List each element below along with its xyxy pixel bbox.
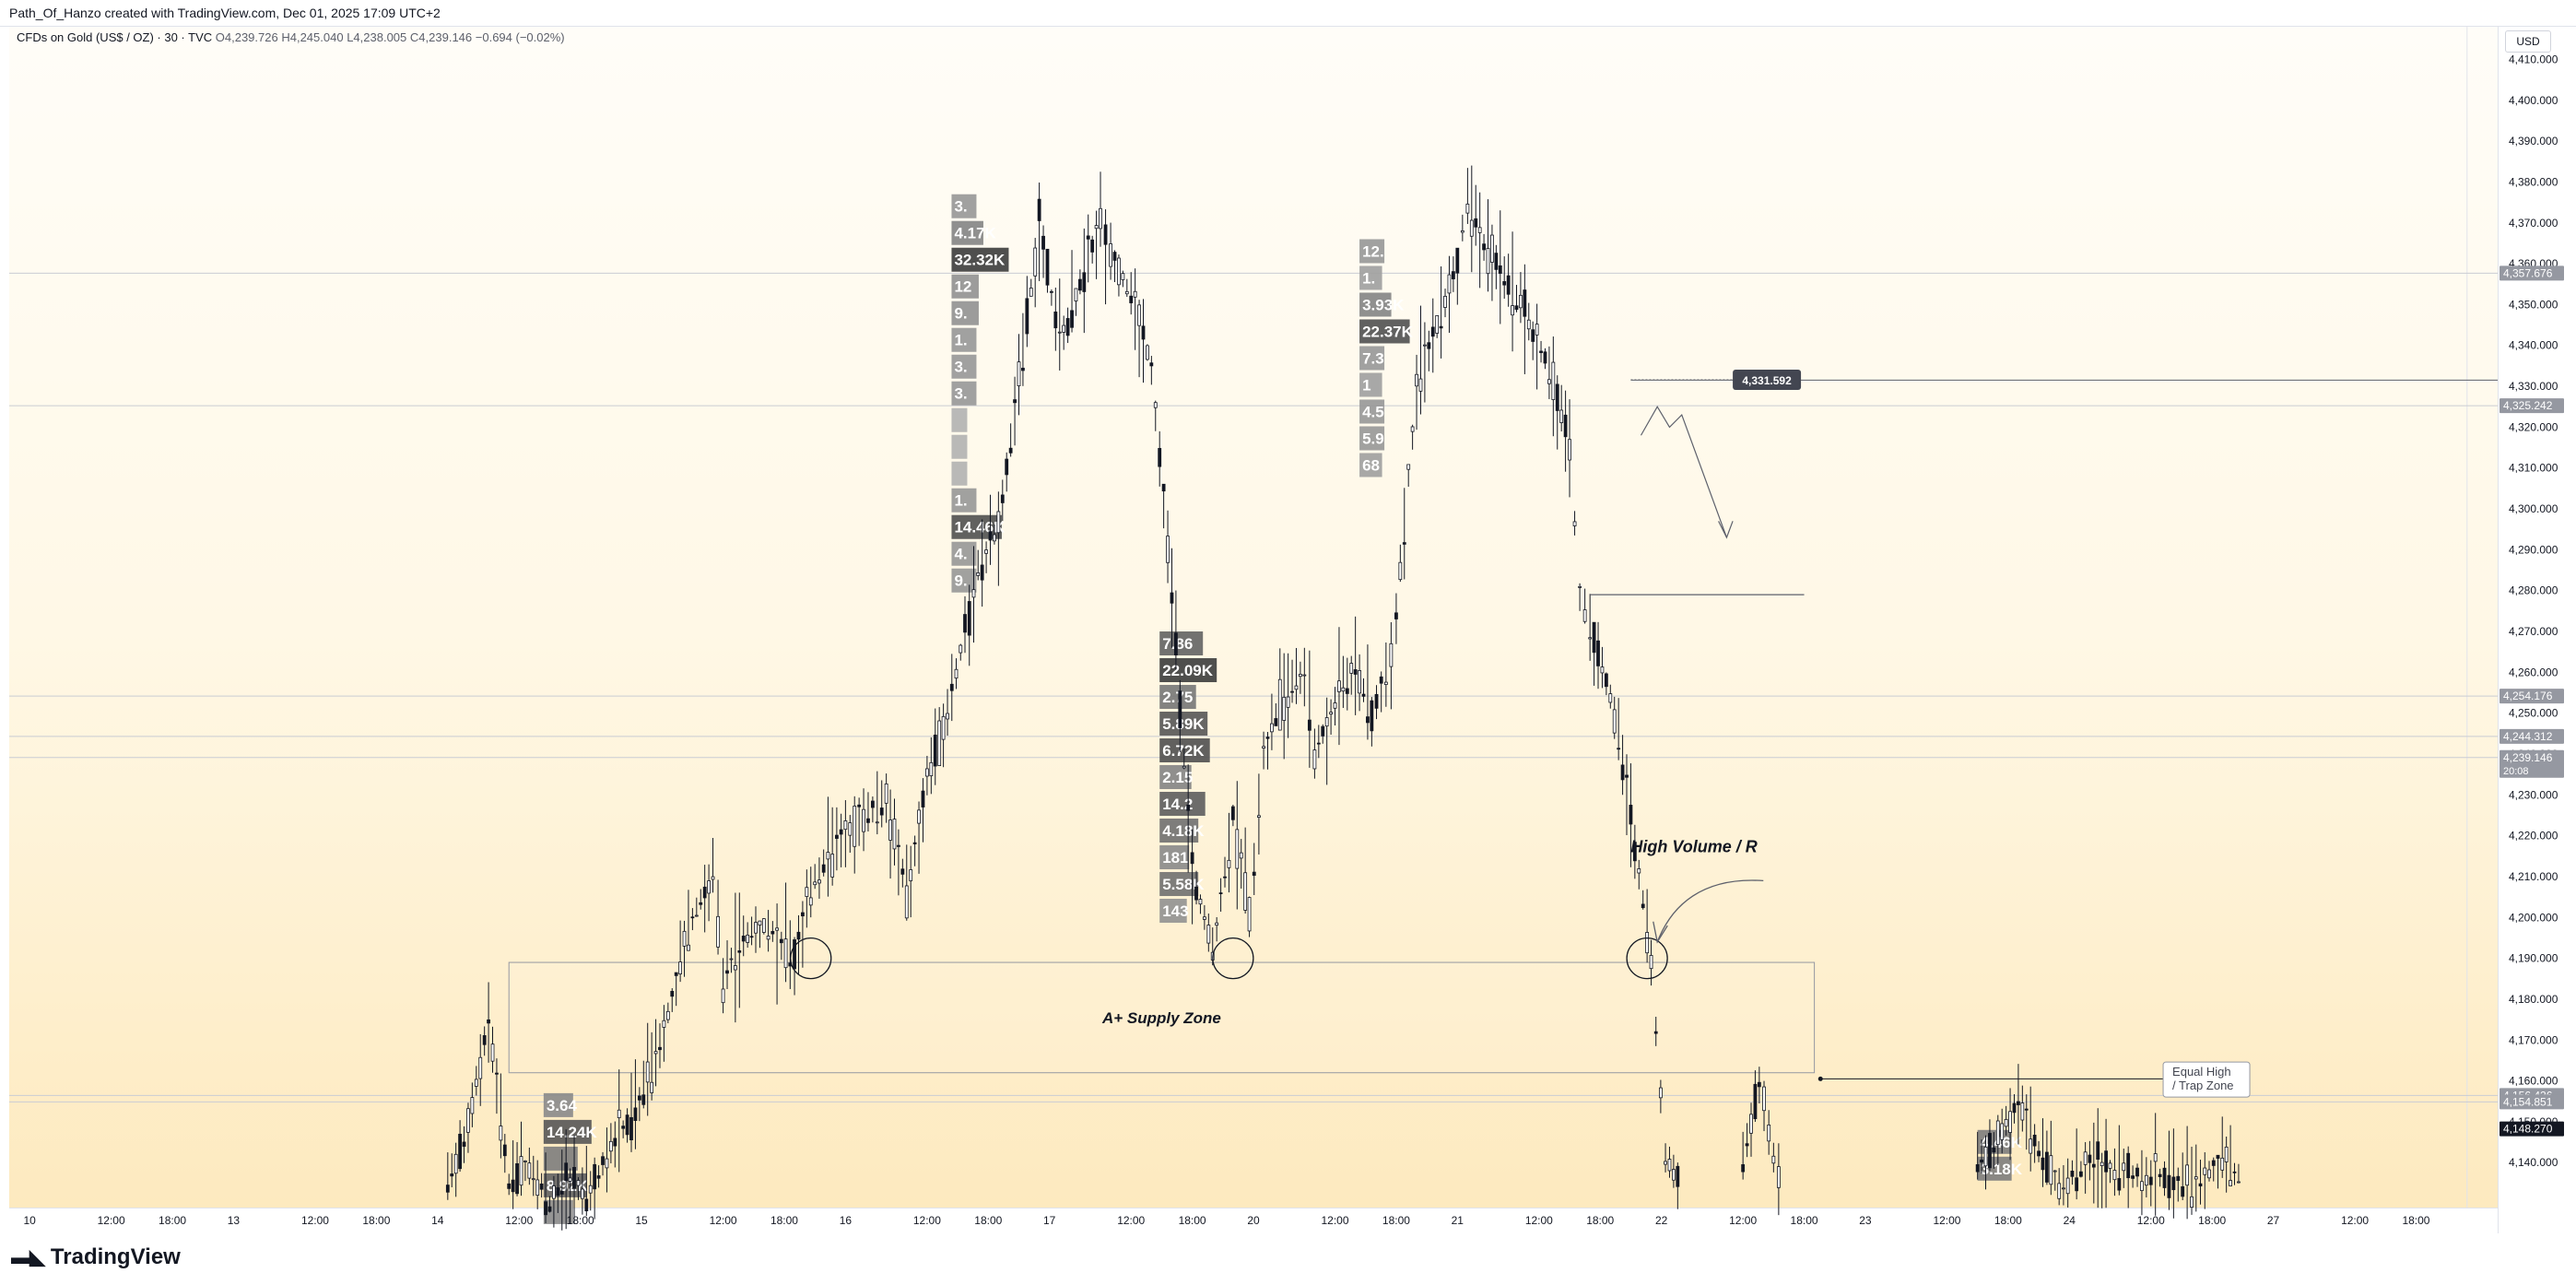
time-axis[interactable]	[9, 1208, 2498, 1234]
high-value: H4,245.040	[281, 30, 344, 44]
tradingview-logo[interactable]: ▬◣ TradingView	[11, 1244, 181, 1270]
open-value: O4,239.726	[215, 30, 278, 44]
currency-selector[interactable]: USD	[2505, 30, 2551, 53]
footer	[0, 1233, 2576, 1285]
tradingview-logo-icon: ▬◣	[11, 1245, 45, 1268]
attribution-bar: Path_Of_Hanzo created with TradingView.c…	[0, 0, 2576, 27]
chart-canvas[interactable]	[9, 27, 2498, 1233]
change-value: −0.694 (−0.02%)	[475, 30, 565, 44]
low-value: L4,238.005	[347, 30, 407, 44]
close-value: C4,239.146	[409, 30, 473, 44]
attribution-text: Path_Of_Hanzo created with TradingView.c…	[9, 6, 441, 20]
symbol-legend: CFDs on Gold (US$ / OZ) · 30 · TVC O4,23…	[17, 30, 565, 44]
symbol-name: CFDs on Gold (US$ / OZ) · 30 · TVC	[17, 30, 213, 44]
brand-name: TradingView	[50, 1244, 181, 1269]
price-axis[interactable]	[2498, 27, 2576, 1233]
